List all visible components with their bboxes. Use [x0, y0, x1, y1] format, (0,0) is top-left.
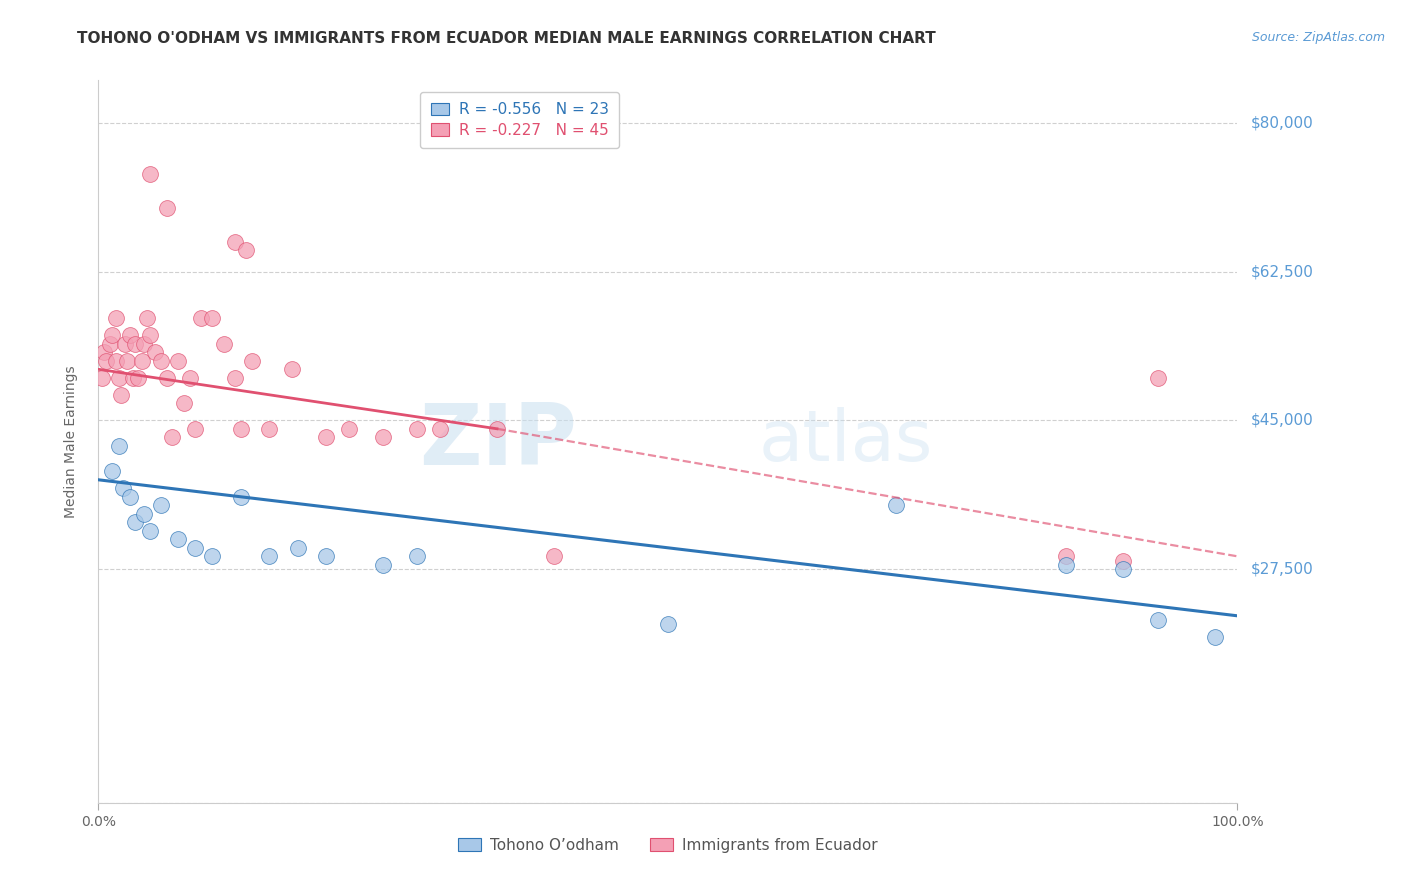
Point [259, 422, 281, 436]
Point [127, 371, 149, 385]
Point [315, 549, 337, 564]
Point [115, 353, 138, 368]
Point [287, 541, 309, 555]
Point [543, 549, 565, 564]
Point [1112, 553, 1135, 567]
Point [112, 481, 135, 495]
Point [657, 617, 679, 632]
Point [212, 336, 235, 351]
Point [104, 311, 127, 326]
Point [281, 362, 304, 376]
Point [110, 388, 132, 402]
Legend: Tohono O’odham, Immigrants from Ecuador: Tohono O’odham, Immigrants from Ecuador [450, 830, 886, 860]
Point [121, 371, 143, 385]
Point [162, 430, 184, 444]
Point [224, 371, 246, 385]
Point [138, 328, 160, 343]
Point [124, 516, 146, 530]
Point [240, 353, 263, 368]
Text: TOHONO O'ODHAM VS IMMIGRANTS FROM ECUADOR MEDIAN MALE EARNINGS CORRELATION CHART: TOHONO O'ODHAM VS IMMIGRANTS FROM ECUADO… [77, 31, 936, 46]
Point [884, 498, 907, 512]
Point [184, 422, 207, 436]
Point [1056, 558, 1078, 572]
Text: Source: ZipAtlas.com: Source: ZipAtlas.com [1251, 31, 1385, 45]
Point [138, 524, 160, 538]
Point [371, 430, 394, 444]
Text: $62,500: $62,500 [1251, 264, 1315, 279]
Point [371, 558, 394, 572]
Text: $80,000: $80,000 [1251, 115, 1315, 130]
Point [156, 201, 179, 215]
Point [1204, 630, 1226, 644]
Point [150, 353, 173, 368]
Point [120, 490, 142, 504]
Point [167, 353, 190, 368]
Point [1112, 562, 1135, 576]
Point [201, 311, 224, 326]
Point [184, 541, 207, 555]
Point [1146, 371, 1168, 385]
Point [132, 507, 155, 521]
Point [104, 353, 127, 368]
Point [114, 336, 136, 351]
Point [235, 244, 257, 258]
Point [201, 549, 224, 564]
Y-axis label: Median Male Earnings: Median Male Earnings [63, 365, 77, 518]
Text: atlas: atlas [759, 407, 934, 476]
Point [406, 422, 429, 436]
Text: ZIP: ZIP [419, 400, 576, 483]
Point [145, 345, 167, 359]
Point [98, 336, 121, 351]
Point [138, 167, 160, 181]
Point [337, 422, 360, 436]
Point [108, 371, 131, 385]
Point [1146, 613, 1168, 627]
Point [259, 549, 281, 564]
Point [486, 422, 509, 436]
Point [96, 353, 118, 368]
Point [173, 396, 195, 410]
Point [136, 311, 159, 326]
Point [179, 371, 201, 385]
Point [132, 336, 155, 351]
Point [108, 439, 131, 453]
Point [150, 498, 173, 512]
Text: $27,500: $27,500 [1251, 562, 1315, 576]
Point [124, 336, 146, 351]
Point [131, 353, 153, 368]
Point [229, 422, 252, 436]
Point [224, 235, 246, 249]
Point [406, 549, 429, 564]
Point [1056, 549, 1078, 564]
Point [190, 311, 212, 326]
Point [156, 371, 179, 385]
Point [120, 328, 142, 343]
Point [229, 490, 252, 504]
Point [167, 533, 190, 547]
Point [90, 371, 112, 385]
Point [93, 345, 115, 359]
Point [315, 430, 337, 444]
Point [429, 422, 451, 436]
Point [101, 464, 124, 478]
Point [101, 328, 124, 343]
Text: $45,000: $45,000 [1251, 413, 1315, 428]
